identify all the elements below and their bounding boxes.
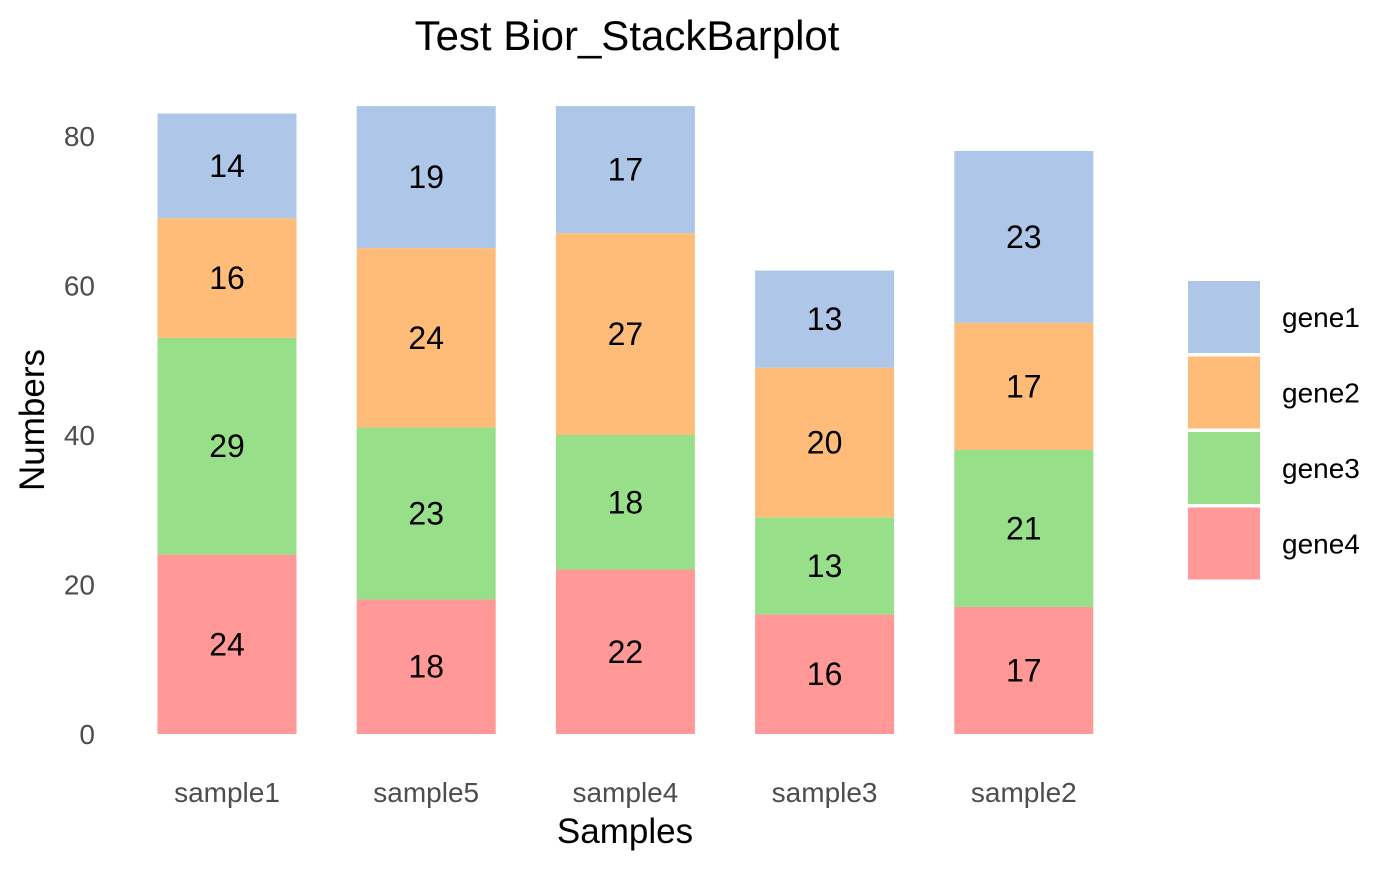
bar-segment-label: 17 [608, 152, 644, 188]
bar-segment-gene4 [755, 614, 895, 734]
bar-segment-label: 21 [1006, 510, 1042, 546]
bar-segment-label: 27 [608, 316, 644, 352]
bar-segment-gene3 [555, 435, 695, 570]
y-tick-label: 80 [64, 121, 95, 152]
legend-label: gene1 [1282, 302, 1360, 333]
bar-segment-label: 13 [807, 301, 843, 337]
legend-label: gene2 [1282, 378, 1360, 409]
bar-segment-label: 13 [807, 548, 843, 584]
bar-segment-gene2 [356, 248, 496, 428]
bars-group [157, 106, 1094, 734]
bar-segment-label: 18 [408, 649, 444, 685]
y-tick-label: 60 [64, 271, 95, 302]
bar-segment-gene1 [755, 270, 895, 368]
bar-segment-gene3 [954, 449, 1094, 607]
bar-segment-label: 29 [209, 428, 245, 464]
x-tick-label: sample3 [772, 777, 878, 808]
bar-segment-gene2 [157, 218, 297, 338]
bar-segment-label: 16 [209, 260, 245, 296]
x-tick-label: sample2 [971, 777, 1077, 808]
bar-segment-label: 14 [209, 148, 245, 184]
bar-segment-gene3 [356, 427, 496, 600]
bar-segment-gene1 [954, 150, 1094, 323]
bar-segment-label: 18 [608, 484, 644, 520]
bar-segment-gene4 [356, 599, 496, 734]
bar-segment-label: 16 [807, 656, 843, 692]
bar-segment-label: 24 [209, 626, 245, 662]
bar-segment-gene2 [954, 322, 1094, 450]
y-axis-title: Numbers [13, 349, 52, 491]
bar-segment-gene1 [356, 106, 496, 249]
bar-segment-label: 24 [408, 320, 444, 356]
legend: gene1 gene2 gene3 gene4 [1188, 281, 1360, 580]
x-tick-label: sample4 [572, 777, 678, 808]
bar-segment-gene3 [755, 517, 895, 615]
bar-segment-gene4 [555, 569, 695, 734]
legend-key-gene3 [1188, 432, 1260, 504]
y-tick-label: 40 [64, 420, 95, 451]
bar-segment-label: 17 [1006, 368, 1042, 404]
bar-segment-label: 20 [807, 424, 843, 460]
x-axis-title: Samples [557, 812, 693, 851]
y-axis-ticks: 0 20 40 60 80 [64, 121, 95, 750]
x-axis-ticks: sample1 sample5 sample4 sample3 sample2 [174, 777, 1077, 808]
legend-label: gene4 [1282, 529, 1360, 560]
legend-key-gene4 [1188, 507, 1260, 580]
chart-title: Test Bior_StackBarplot [415, 12, 840, 59]
bar-segment-gene4 [954, 606, 1094, 734]
bar-segment-label: 22 [608, 634, 644, 670]
bar-segment-label: 23 [408, 495, 444, 531]
bar-segment-gene1 [555, 106, 695, 234]
bar-segment-gene3 [157, 337, 297, 555]
bar-segment-label: 17 [1006, 652, 1042, 688]
x-tick-label: sample1 [174, 777, 280, 808]
bar-segment-gene2 [555, 233, 695, 435]
bar-segment-label: 23 [1006, 219, 1042, 255]
legend-label: gene3 [1282, 453, 1360, 484]
bar-segment-label: 19 [408, 159, 444, 195]
legend-key-gene1 [1188, 281, 1260, 353]
bar-segment-gene4 [157, 554, 297, 734]
y-tick-label: 20 [64, 570, 95, 601]
y-tick-label: 0 [79, 719, 95, 750]
bar-segment-gene2 [755, 367, 895, 518]
x-tick-label: sample5 [373, 777, 479, 808]
legend-key-gene2 [1188, 356, 1260, 429]
segment-labels-group: 24 29 16 14 18 23 24 19 22 18 27 17 16 13 20 13 17 21 17 23 [209, 148, 1041, 692]
bar-segment-gene1 [157, 113, 297, 219]
